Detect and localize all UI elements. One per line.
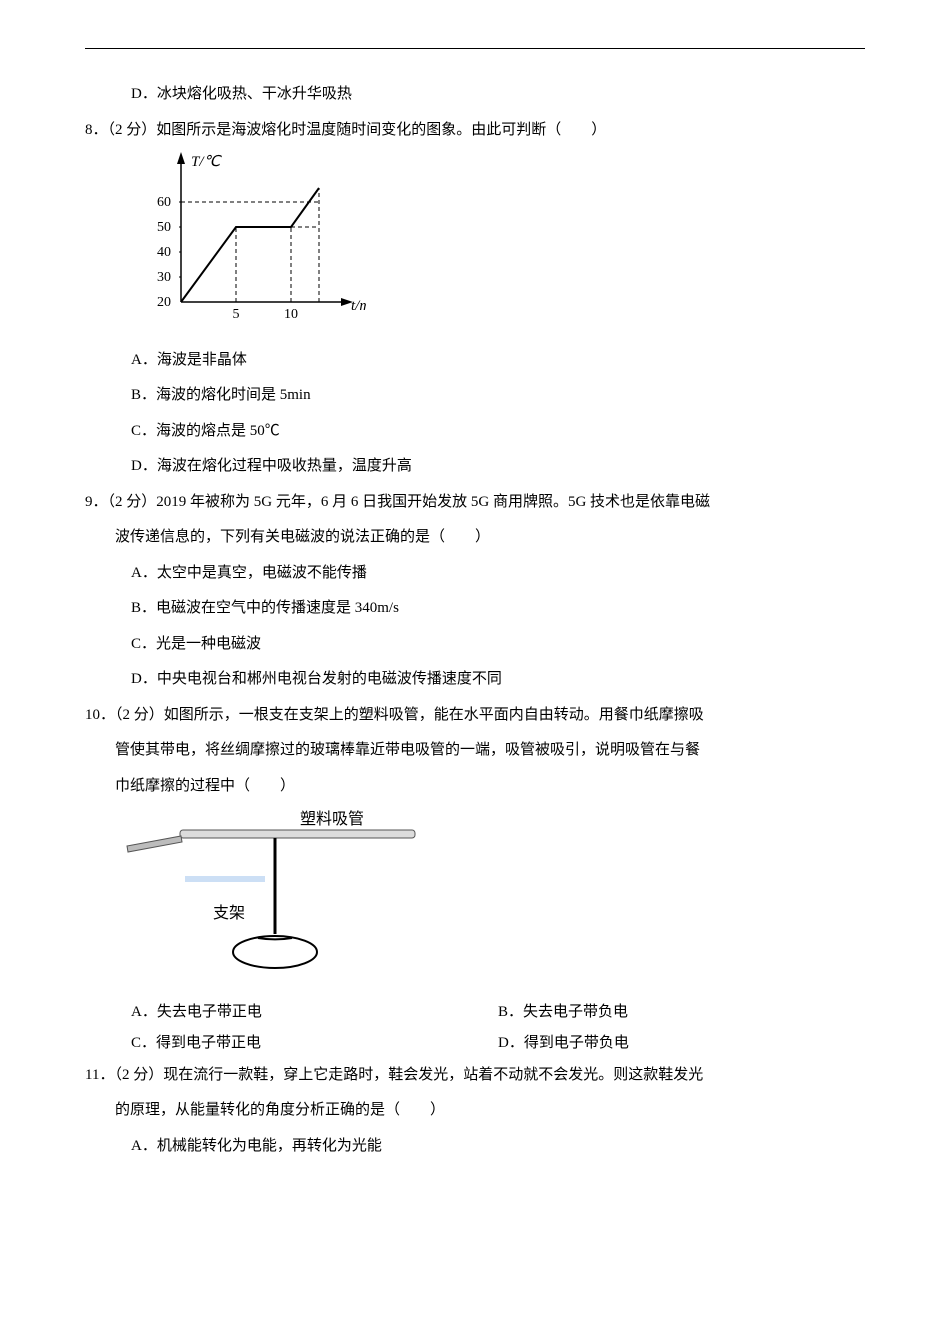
svg-text:40: 40 xyxy=(157,245,171,260)
q8-optB: B．海波的熔化时间是 5min xyxy=(85,380,865,412)
svg-text:20: 20 xyxy=(157,295,171,310)
svg-text:10: 10 xyxy=(284,307,298,322)
melting-curve-chart: 20 30 40 50 60 T/℃ 5 10 t/min xyxy=(141,152,366,322)
svg-text:30: 30 xyxy=(157,270,171,285)
q10-points: （2 分） xyxy=(115,707,164,723)
q8-points: （2 分） xyxy=(108,122,157,138)
q9-text1: 2019 年被称为 5G 元年，6 月 6 日我国开始发放 5G 商用牌照。5G… xyxy=(156,494,710,510)
stand-label: 支架 xyxy=(213,904,245,922)
q11-stem1: 11．（2 分）现在流行一款鞋，穿上它走路时，鞋会发光，站着不动就不会发光。则这… xyxy=(85,1060,865,1092)
svg-text:5: 5 xyxy=(233,307,240,322)
q9-optA: A．太空中是真空，电磁波不能传播 xyxy=(85,558,865,590)
q10-optA: A．失去电子带正电 xyxy=(131,997,498,1029)
q9-optD: D．中央电视台和郴州电视台发射的电磁波传播速度不同 xyxy=(85,664,865,696)
svg-text:50: 50 xyxy=(157,220,171,235)
q9-optB: B．电磁波在空气中的传播速度是 340m/s xyxy=(85,593,865,625)
straw-stand-diagram: 塑料吸管 支架 xyxy=(125,806,425,976)
svg-text:T/℃: T/℃ xyxy=(191,154,223,170)
q9-num: 9． xyxy=(85,494,108,510)
q11-num: 11． xyxy=(85,1067,114,1083)
q8-optA: A．海波是非晶体 xyxy=(85,345,865,377)
q9-optC: C．光是一种电磁波 xyxy=(85,629,865,661)
q8-optD: D．海波在熔化过程中吸收热量，温度升高 xyxy=(85,451,865,483)
q9-stem2: 波传递信息的，下列有关电磁波的说法正确的是（ ） xyxy=(85,522,865,554)
q10-stem2: 管使其带电，将丝绸摩擦过的玻璃棒靠近带电吸管的一端，吸管被吸引，说明吸管在与餐 xyxy=(85,735,865,767)
q8-num: 8． xyxy=(85,122,108,138)
q11-points: （2 分） xyxy=(114,1067,163,1083)
q10-num: 10． xyxy=(85,707,115,723)
q11-optA: A．机械能转化为电能，再转化为光能 xyxy=(85,1131,865,1163)
q10-optD: D．得到电子带负电 xyxy=(498,1028,865,1060)
q8-optC: C．海波的熔点是 50℃ xyxy=(85,416,865,448)
q9-points: （2 分） xyxy=(108,494,157,510)
q10-text1: 如图所示，一根支在支架上的塑料吸管，能在水平面内自由转动。用餐巾纸摩擦吸 xyxy=(164,707,704,723)
q8-stem: 8．（2 分）如图所示是海波熔化时温度随时间变化的图象。由此可判断（ ） xyxy=(85,115,865,147)
q10-stem3: 巾纸摩擦的过程中（ ） xyxy=(85,771,865,803)
straw-label: 塑料吸管 xyxy=(300,810,364,828)
q9-stem1: 9．（2 分）2019 年被称为 5G 元年，6 月 6 日我国开始发放 5G … xyxy=(85,487,865,519)
q10-row1: A．失去电子带正电 B．失去电子带负电 xyxy=(85,997,865,1029)
svg-text:60: 60 xyxy=(157,195,171,210)
q10-optB: B．失去电子带负电 xyxy=(498,997,865,1029)
q11-text1: 现在流行一款鞋，穿上它走路时，鞋会发光，站着不动就不会发光。则这款鞋发光 xyxy=(163,1067,703,1083)
q10-optC: C．得到电子带正电 xyxy=(131,1028,498,1060)
q11-stem2: 的原理，从能量转化的角度分析正确的是（ ） xyxy=(85,1095,865,1127)
q10-row2: C．得到电子带正电 D．得到电子带负电 xyxy=(85,1028,865,1060)
page: D．冰块熔化吸热、干冰升华吸热 8．（2 分）如图所示是海波熔化时温度随时间变化… xyxy=(0,0,950,1226)
svg-text:t/min: t/min xyxy=(351,298,366,314)
q8-chart: 20 30 40 50 60 T/℃ 5 10 t/min xyxy=(85,152,865,335)
q10-stem1: 10．（2 分）如图所示，一根支在支架上的塑料吸管，能在水平面内自由转动。用餐巾… xyxy=(85,700,865,732)
q10-figure: 塑料吸管 支架 xyxy=(85,806,865,989)
top-rule xyxy=(85,48,865,49)
q7-optD: D．冰块熔化吸热、干冰升华吸热 xyxy=(85,79,865,111)
q8-text: 如图所示是海波熔化时温度随时间变化的图象。由此可判断（ ） xyxy=(156,122,606,138)
